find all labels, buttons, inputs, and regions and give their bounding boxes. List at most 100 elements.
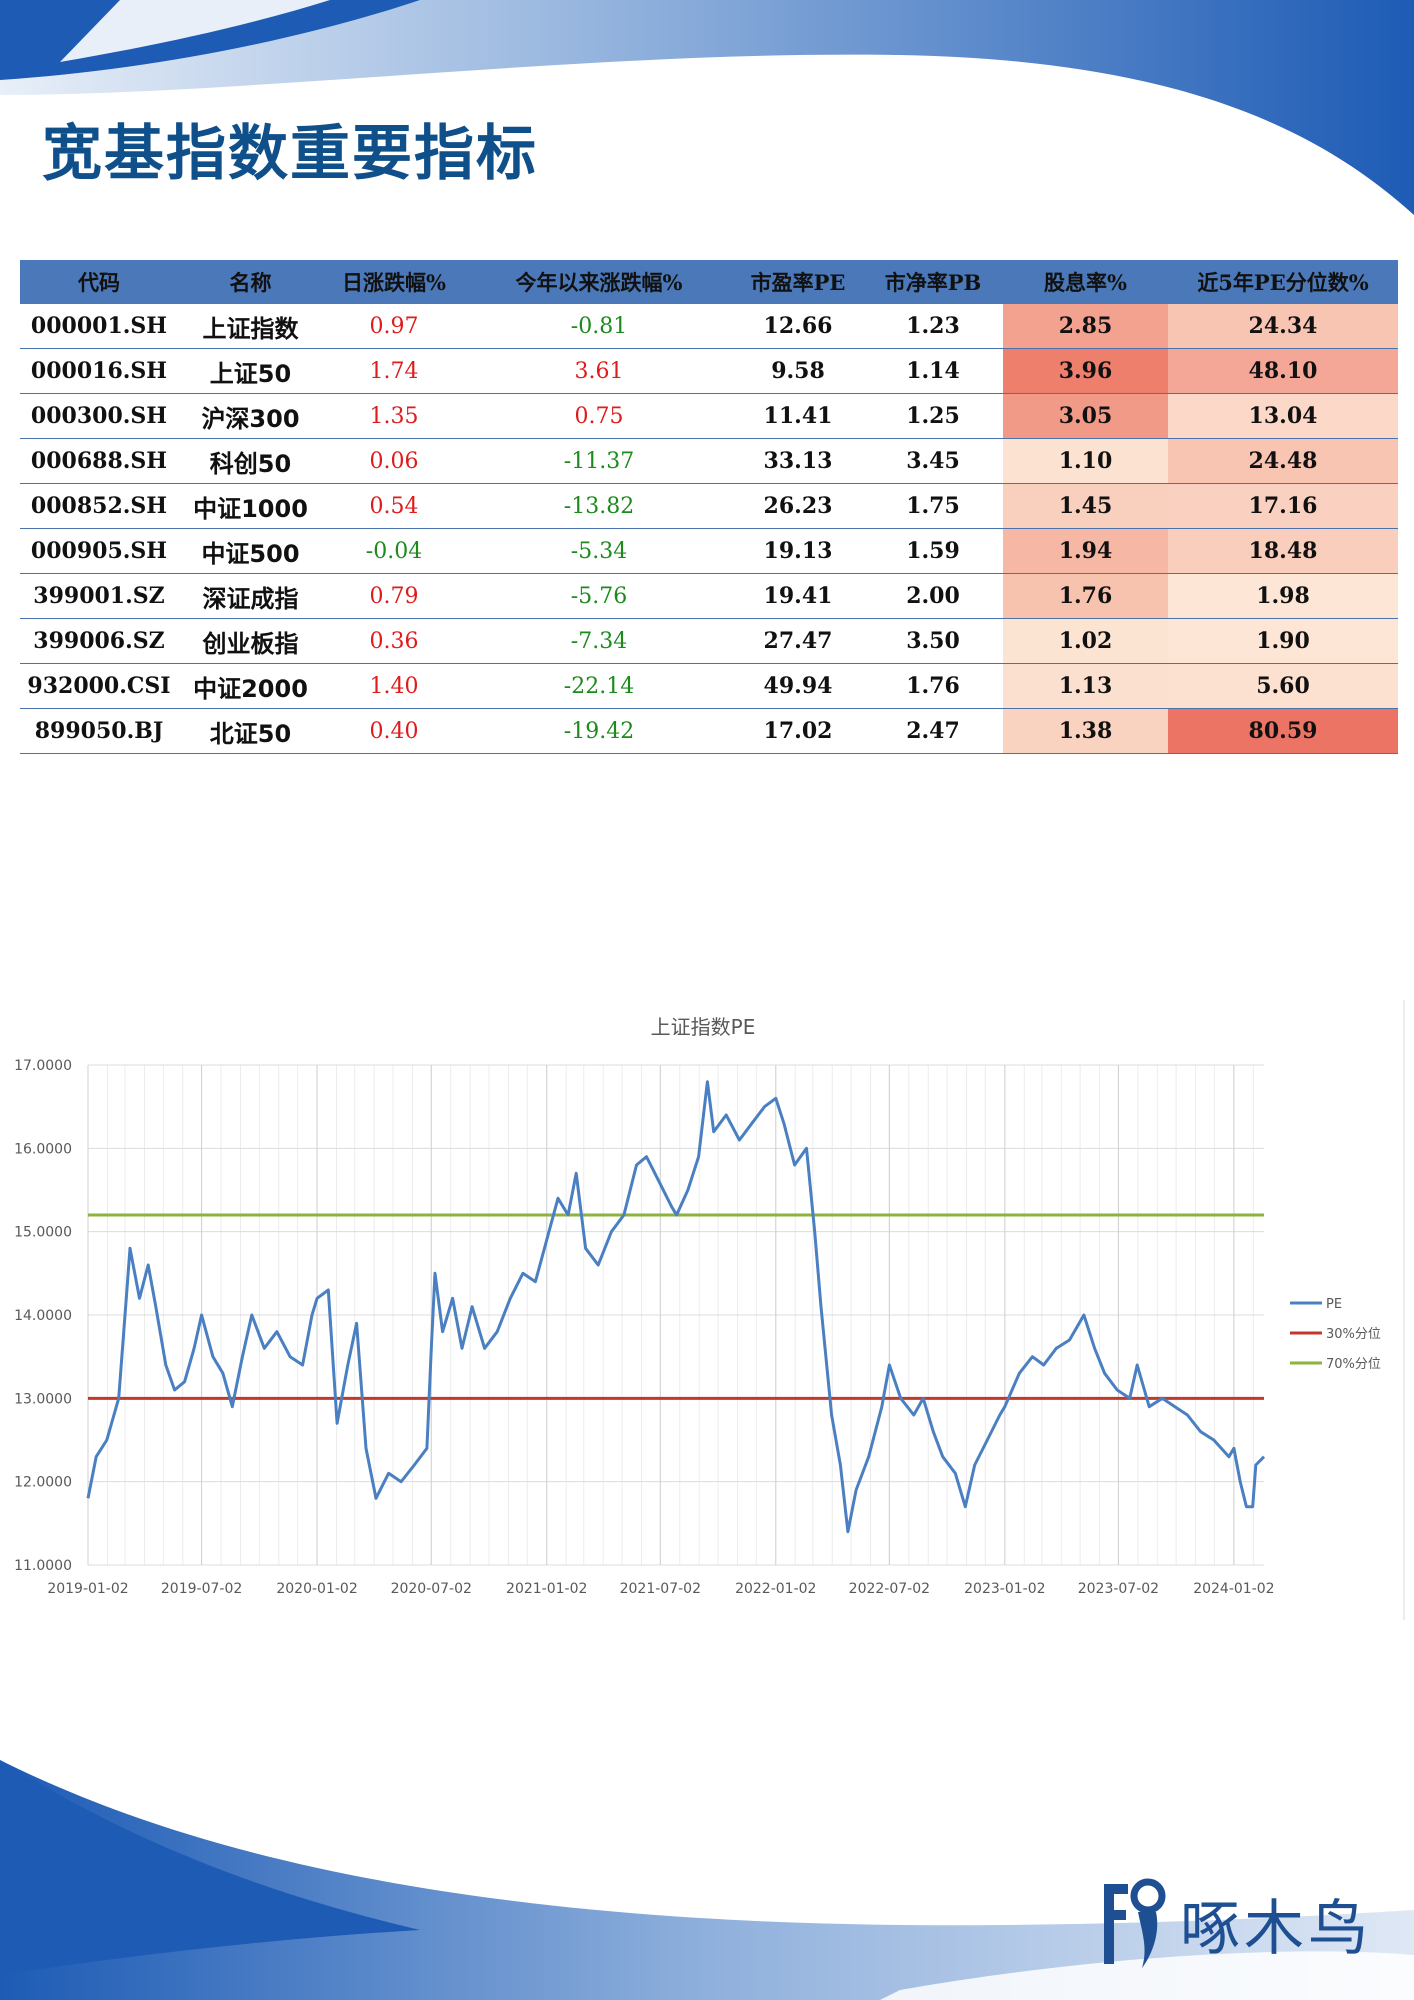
y-tick-label: 13.0000 <box>14 1391 72 1407</box>
table-row: 000905.SH 中证500 -0.04 -5.34 19.13 1.59 1.94 18.… <box>20 528 1398 574</box>
cell-ytd: -13.82 <box>465 483 733 529</box>
cell-dy: 1.02 <box>1003 618 1168 664</box>
cell-daily: 0.54 <box>323 483 465 529</box>
y-tick-label: 17.0000 <box>14 1058 72 1074</box>
cell-code: 399006.SZ <box>20 618 178 664</box>
cell-ytd: -11.37 <box>465 438 733 484</box>
cell-code: 932000.CSI <box>20 663 178 709</box>
cell-daily: 1.74 <box>323 348 465 394</box>
table-row: 399001.SZ 深证成指 0.79 -5.76 19.41 2.00 1.76 1.98 <box>20 573 1398 619</box>
cell-name: 上证指数 <box>178 304 323 349</box>
table-row: 000852.SH 中证1000 0.54 -13.82 26.23 1.75 1.45 17… <box>20 483 1398 529</box>
column-header-name: 名称 <box>178 260 323 304</box>
cell-code: 000016.SH <box>20 348 178 394</box>
y-tick-label: 12.0000 <box>14 1475 72 1491</box>
cell-name: 中证500 <box>178 528 323 574</box>
cell-code: 000852.SH <box>20 483 178 529</box>
cell-daily: 0.97 <box>323 304 465 349</box>
cell-daily: 0.79 <box>323 573 465 619</box>
cell-pct: 17.16 <box>1168 483 1398 529</box>
y-tick-label: 15.0000 <box>14 1225 72 1241</box>
cell-code: 000905.SH <box>20 528 178 574</box>
cell-ytd: 3.61 <box>465 348 733 394</box>
cell-dy: 3.96 <box>1003 348 1168 394</box>
cell-dy: 3.05 <box>1003 393 1168 439</box>
table-row: 899050.BJ 北证50 0.40 -19.42 17.02 2.47 1.38 80.5… <box>20 708 1398 754</box>
cell-pe: 33.13 <box>733 438 863 484</box>
cell-pe: 49.94 <box>733 663 863 709</box>
series-pe-line <box>86 1080 1266 1534</box>
table-row: 932000.CSI 中证2000 1.40 -22.14 49.94 1.76 1.13 5… <box>20 663 1398 709</box>
y-tick-label: 11.0000 <box>14 1558 72 1574</box>
cell-pb: 3.50 <box>863 618 1003 664</box>
cell-pe: 17.02 <box>733 708 863 754</box>
cell-ytd: -22.14 <box>465 663 733 709</box>
cell-pb: 1.75 <box>863 483 1003 529</box>
cell-pct: 5.60 <box>1168 663 1398 709</box>
cell-daily: 0.40 <box>323 708 465 754</box>
cell-pb: 2.00 <box>863 573 1003 619</box>
column-header-daily: 日涨跌幅% <box>323 260 465 304</box>
column-header-dy: 股息率% <box>1003 260 1168 304</box>
cell-pb: 3.45 <box>863 438 1003 484</box>
cell-pct: 1.90 <box>1168 618 1398 664</box>
cell-ytd: -19.42 <box>465 708 733 754</box>
cell-name: 北证50 <box>178 708 323 754</box>
x-tick-label: 2019-01-02 <box>47 1581 128 1597</box>
cell-code: 000001.SH <box>20 304 178 349</box>
index-table: 代码 名称 日涨跌幅% 今年以来涨跌幅% 市盈率PE 市净率PB 股息率% 近5年PE分位数%… <box>20 260 1398 754</box>
page-title: 宽基指数重要指标 <box>42 119 538 189</box>
x-tick-label: 2024-01-02 <box>1193 1581 1274 1597</box>
cell-dy: 1.10 <box>1003 438 1168 484</box>
cell-daily: 1.40 <box>323 663 465 709</box>
cell-pb: 1.25 <box>863 393 1003 439</box>
woodpecker-logo-icon <box>1104 1878 1166 1968</box>
x-tick-label: 2022-01-02 <box>735 1581 816 1597</box>
cell-pb: 1.59 <box>863 528 1003 574</box>
cell-pb: 1.14 <box>863 348 1003 394</box>
cell-pb: 1.23 <box>863 304 1003 349</box>
x-tick-label: 2019-07-02 <box>161 1581 242 1597</box>
cell-daily: -0.04 <box>323 528 465 574</box>
cell-pct: 24.34 <box>1168 304 1398 349</box>
cell-pct: 48.10 <box>1168 348 1398 394</box>
cell-pct: 80.59 <box>1168 708 1398 754</box>
legend-label: PE <box>1326 1297 1342 1312</box>
cell-ytd: -5.76 <box>465 573 733 619</box>
cell-ytd: -5.34 <box>465 528 733 574</box>
cell-dy: 2.85 <box>1003 304 1168 349</box>
cell-pe: 27.47 <box>733 618 863 664</box>
cell-name: 沪深300 <box>178 393 323 439</box>
table-row: 000300.SH 沪深300 1.35 0.75 11.41 1.25 3.05 13.04 <box>20 393 1398 439</box>
chart-background <box>0 1000 1404 1620</box>
cell-code: 000300.SH <box>20 393 178 439</box>
cell-pb: 1.76 <box>863 663 1003 709</box>
legend-label: 30%分位 <box>1326 1327 1381 1342</box>
cell-pe: 9.58 <box>733 348 863 394</box>
column-header-ytd: 今年以来涨跌幅% <box>465 260 733 304</box>
cell-pe: 19.13 <box>733 528 863 574</box>
table-header-row: 代码 名称 日涨跌幅% 今年以来涨跌幅% 市盈率PE 市净率PB 股息率% 近5年PE分位数% <box>20 260 1398 304</box>
column-header-pb: 市净率PB <box>863 260 1003 304</box>
table-row: 000688.SH 科创50 0.06 -11.37 33.13 3.45 1.10 24.4… <box>20 438 1398 484</box>
x-tick-label: 2023-07-02 <box>1078 1581 1159 1597</box>
y-tick-label: 16.0000 <box>14 1141 72 1157</box>
table-row: 000016.SH 上证50 1.74 3.61 9.58 1.14 3.96 48.10 <box>20 348 1398 394</box>
cell-daily: 0.36 <box>323 618 465 664</box>
cell-dy: 1.45 <box>1003 483 1168 529</box>
cell-dy: 1.76 <box>1003 573 1168 619</box>
column-header-pe: 市盈率PE <box>733 260 863 304</box>
x-tick-label: 2022-07-02 <box>849 1581 930 1597</box>
cell-name: 上证50 <box>178 348 323 394</box>
chart-title: 上证指数PE <box>651 1015 756 1039</box>
y-tick-label: 14.0000 <box>14 1308 72 1324</box>
brand-name: 啄木鸟 <box>1180 1894 1372 1964</box>
cell-name: 深证成指 <box>178 573 323 619</box>
x-tick-label: 2020-01-02 <box>276 1581 357 1597</box>
cell-code: 899050.BJ <box>20 708 178 754</box>
cell-dy: 1.38 <box>1003 708 1168 754</box>
cell-name: 创业板指 <box>178 618 323 664</box>
column-header-code: 代码 <box>20 260 178 304</box>
cell-ytd: -0.81 <box>465 304 733 349</box>
cell-pct: 24.48 <box>1168 438 1398 484</box>
